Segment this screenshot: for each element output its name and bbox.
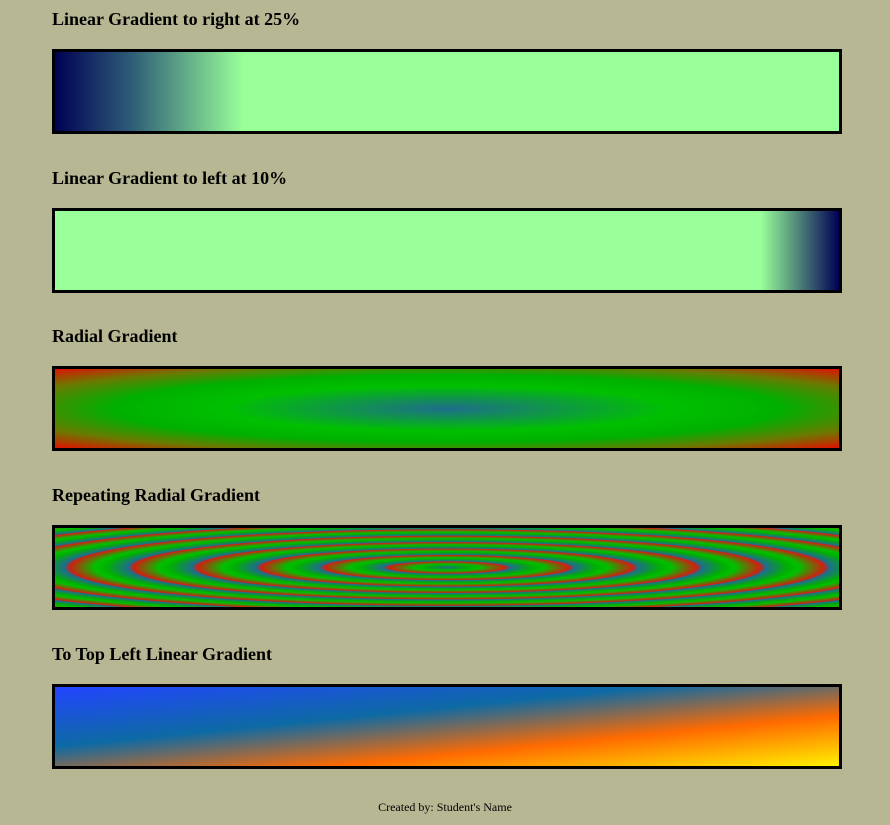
section-heading: Linear Gradient to left at 10% — [52, 168, 288, 188]
radial-gradient-box — [52, 366, 842, 451]
section-heading: Repeating Radial Gradient — [52, 485, 261, 505]
repeating-radial-gradient-box — [52, 525, 842, 610]
footer-credit: Created by: Student's Name — [378, 800, 512, 814]
section-heading: Linear Gradient to right at 25% — [52, 9, 301, 29]
linear-gradient-right-box — [52, 49, 842, 134]
top-left-linear-gradient-box — [52, 684, 842, 769]
linear-gradient-left-box — [52, 208, 842, 293]
section-heading: Radial Gradient — [52, 326, 178, 346]
section-heading: To Top Left Linear Gradient — [52, 644, 273, 664]
